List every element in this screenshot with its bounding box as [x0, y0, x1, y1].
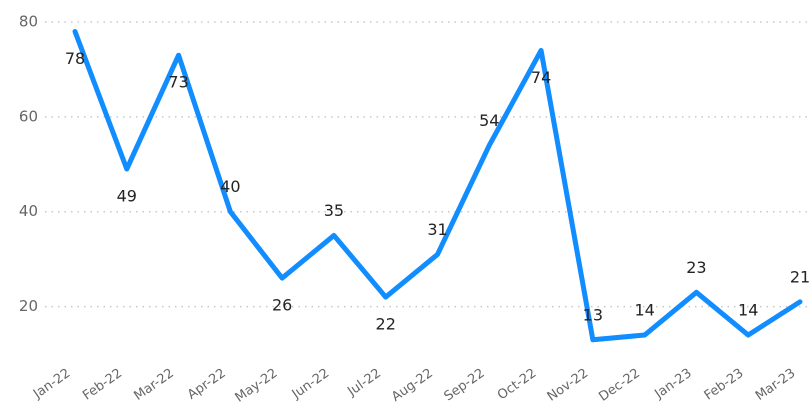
- data-label: 78: [65, 49, 85, 68]
- data-label: 54: [479, 111, 499, 130]
- x-tick-label: Jan-23: [651, 366, 694, 403]
- data-label: 21: [790, 267, 809, 286]
- x-tick-label: Jul-22: [344, 366, 384, 400]
- line: [72, 28, 803, 343]
- x-tick-label: Oct-22: [495, 366, 539, 403]
- x-tick-label: Jun-22: [289, 366, 332, 403]
- x-tick-label: Mar-22: [131, 366, 176, 404]
- x-tick-label: Jan-22: [30, 366, 73, 403]
- data-label: 22: [376, 315, 396, 334]
- data-label: 13: [583, 305, 603, 324]
- x-tick-label: Aug-22: [389, 366, 436, 405]
- data-label: 23: [686, 258, 706, 277]
- y-tick-label: 80: [19, 13, 38, 31]
- x-tick-label: Apr-22: [185, 366, 229, 403]
- data-label: 26: [272, 296, 292, 315]
- x-tick-label: Nov-22: [545, 366, 592, 405]
- x-tick-label: Mar-23: [753, 366, 798, 404]
- x-tick-label: Dec-22: [596, 366, 643, 405]
- data-label: 40: [220, 177, 240, 196]
- data-label: 74: [531, 68, 551, 87]
- data-label: 35: [324, 201, 344, 220]
- x-tick-label: May-22: [233, 366, 281, 406]
- x-tick-label: Feb-22: [80, 366, 125, 404]
- x-tick-label: Feb-23: [702, 366, 747, 404]
- y-tick-label: 20: [19, 297, 38, 315]
- y-tick-label: 40: [19, 202, 38, 220]
- y-tick-label: 60: [19, 107, 38, 125]
- data-label: 14: [634, 301, 654, 320]
- data-label: 73: [168, 73, 188, 92]
- data-label: 14: [738, 301, 758, 320]
- x-tick-label: Sep-22: [442, 366, 488, 405]
- data-label: 31: [427, 220, 447, 239]
- data-label: 49: [117, 187, 137, 206]
